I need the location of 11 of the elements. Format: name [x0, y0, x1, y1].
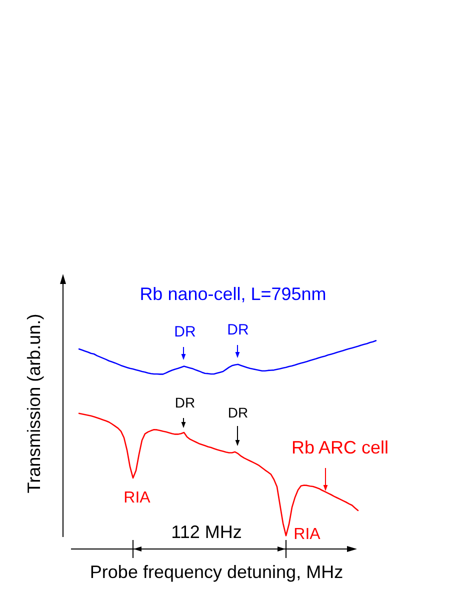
annotation: DR — [228, 404, 248, 420]
text: DR — [227, 322, 249, 339]
x-axis-title: Probe frequency detuning, MHz — [90, 562, 344, 582]
text: DR — [174, 323, 196, 340]
annotation: DR — [174, 394, 196, 410]
y-axis-title: Transmission (arb.un.) — [24, 314, 44, 494]
annotation: RIA — [124, 489, 151, 506]
annotation: 112 MHz — [171, 522, 242, 542]
annotation: RIA — [294, 526, 321, 544]
text: Rb nano-cell, L=795nm — [140, 284, 326, 304]
series-label: Rb ARC cell — [291, 438, 389, 458]
